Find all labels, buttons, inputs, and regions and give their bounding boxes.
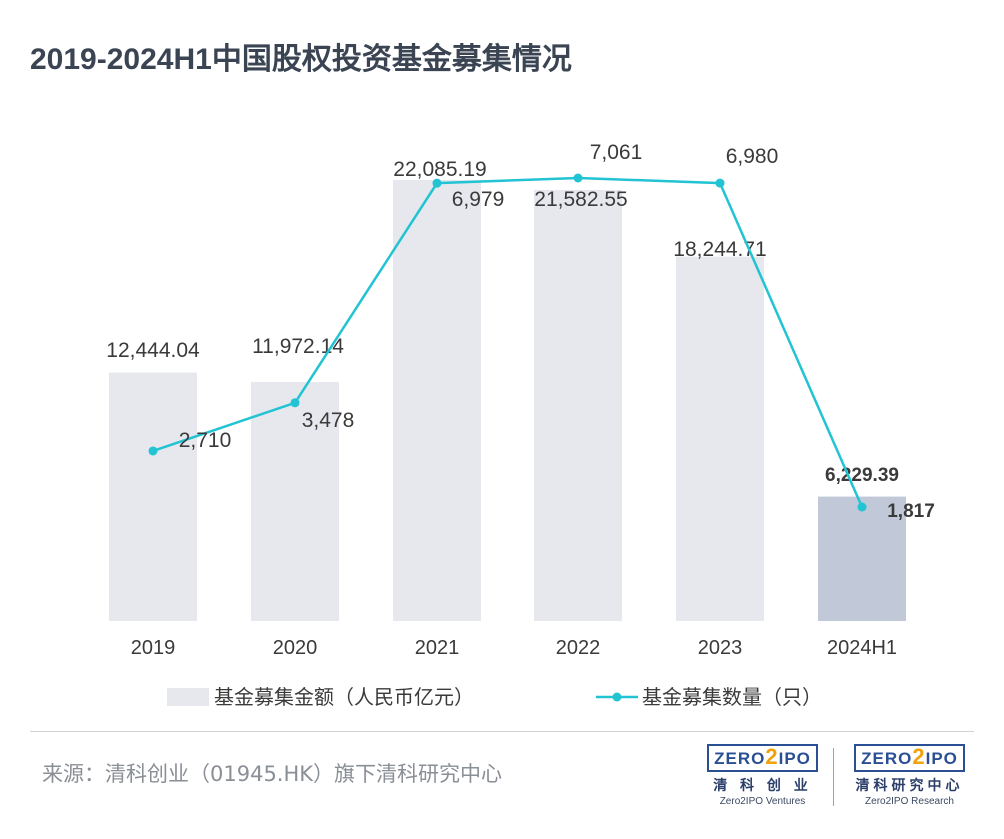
count-point-2024H1 <box>857 502 867 512</box>
bar-2024H1 <box>818 496 906 621</box>
count-value-label: 2,710 <box>179 429 232 452</box>
bar-value-label: 18,244.71 <box>673 238 766 261</box>
logo-en-name: Zero2IPO Ventures <box>719 796 806 807</box>
count-value-label: 7,061 <box>590 141 643 164</box>
count-point-2019 <box>148 446 158 456</box>
bar-value-label: 12,444.04 <box>106 339 200 362</box>
source-note: 来源：清科创业（01945.HK）旗下清科研究中心 <box>42 762 503 786</box>
legend-bar-label: 基金募集金额（人民币亿元） <box>214 685 474 709</box>
bar-2021 <box>393 180 481 621</box>
logo-mark: ZERO2IPO <box>707 744 818 772</box>
zero2ipo-ventures-logo: ZERO2IPO 清 科 创 业 Zero2IPO Ventures <box>695 744 830 807</box>
logo-separator <box>833 748 834 806</box>
bar-value-label: 22,085.19 <box>393 158 486 181</box>
x-tick-label: 2023 <box>698 637 743 659</box>
bar-value-label: 11,972.14 <box>252 335 344 358</box>
count-value-label: 1,817 <box>887 501 935 522</box>
bar-2020 <box>251 381 339 621</box>
x-tick-label: 2019 <box>131 637 176 659</box>
bar-2022 <box>534 190 622 621</box>
count-point-2020 <box>290 398 300 408</box>
x-tick-label: 2024H1 <box>827 637 897 659</box>
count-value-label: 3,478 <box>302 409 355 432</box>
legend-line-marker <box>612 692 622 702</box>
logo-cn-name: 清科研究中心 <box>855 778 964 794</box>
x-tick-label: 2022 <box>556 637 601 659</box>
logo-en-name: Zero2IPO Research <box>865 796 954 807</box>
count-point-2023 <box>715 178 725 188</box>
x-tick-label: 2020 <box>273 637 318 659</box>
x-tick-label: 2021 <box>415 637 460 659</box>
chart-title: 2019-2024H1中国股权投资基金募集情况 <box>30 43 572 76</box>
logo-mark: ZERO2IPO <box>854 744 965 772</box>
legend-bar-swatch <box>167 688 209 706</box>
footer-divider <box>30 731 974 732</box>
chart-area: 12,444.04 11,972.14 22,085.19 21,582.55 18,2… <box>106 141 935 709</box>
count-line <box>152 176 864 508</box>
bar-value-label: 6,229.39 <box>825 465 899 486</box>
zero2ipo-research-logo: ZERO2IPO 清科研究中心 Zero2IPO Research <box>842 744 977 807</box>
bar-2019 <box>109 372 197 621</box>
count-point-2021 <box>432 178 442 188</box>
count-point-2022 <box>573 173 583 183</box>
bar-value-label: 21,582.55 <box>534 188 627 211</box>
legend-line-label: 基金募集数量（只） <box>642 685 822 709</box>
bar-2023 <box>676 256 764 621</box>
count-value-label: 6,979 <box>452 188 505 211</box>
logo-cn-name: 清 科 创 业 <box>713 778 812 794</box>
count-value-label: 6,980 <box>726 145 779 168</box>
